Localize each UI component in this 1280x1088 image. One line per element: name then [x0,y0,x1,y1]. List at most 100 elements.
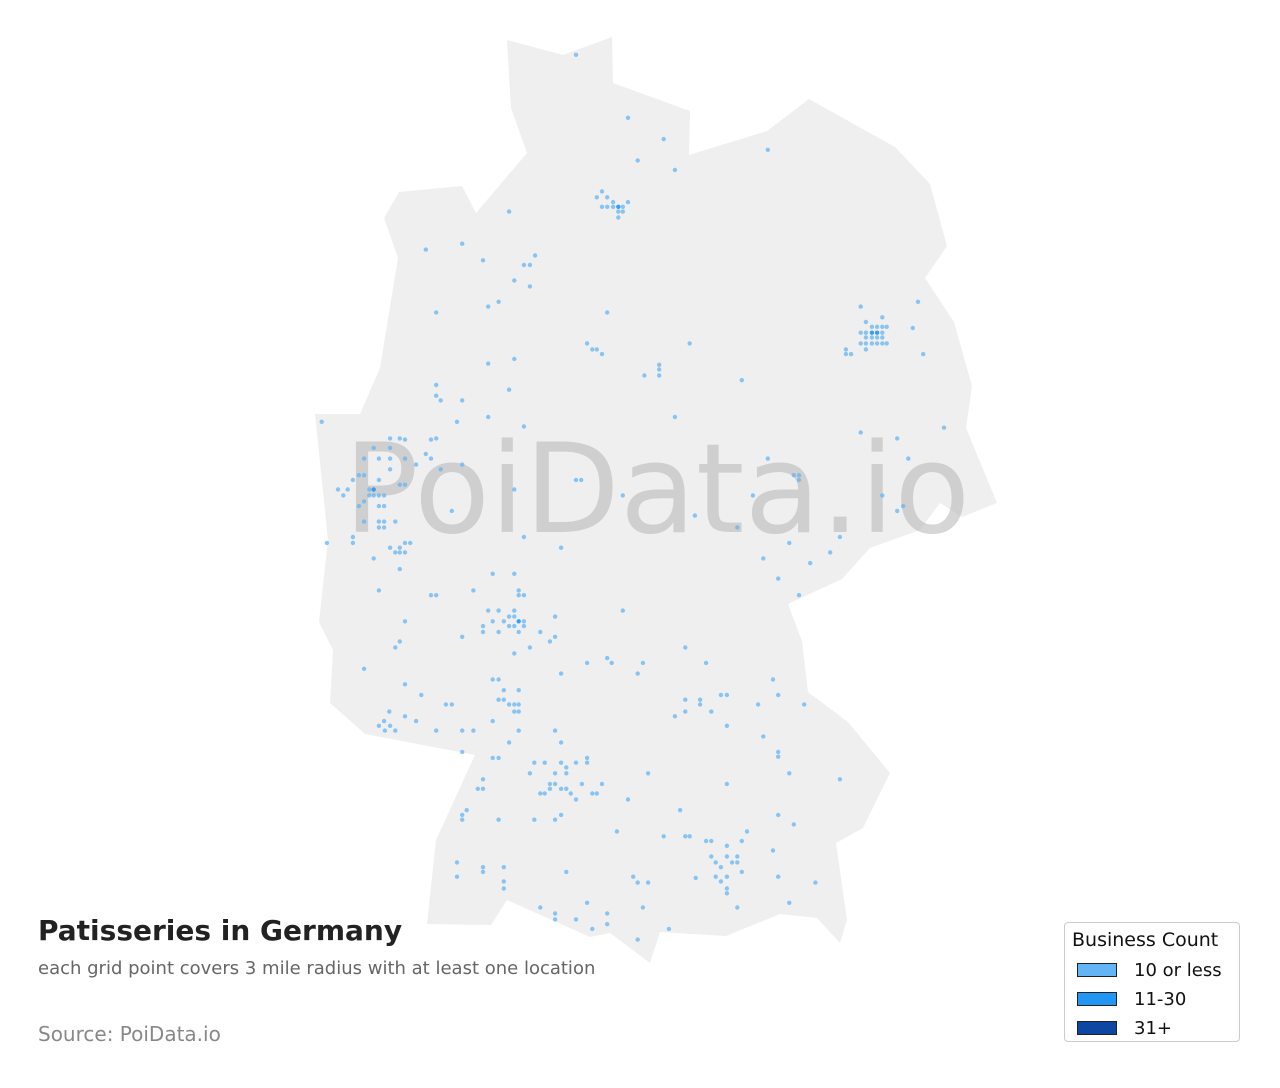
location-point [480,865,486,870]
location-point [443,702,449,707]
location-point [532,253,538,258]
location-point [512,571,517,576]
location-point [584,660,590,666]
location-point [381,493,387,498]
location-point [874,335,880,340]
location-point [735,525,740,530]
location-point [672,714,678,719]
location-point [869,330,875,335]
watermark: PoiData.io [344,418,970,562]
location-point [761,556,766,561]
location-point [480,258,486,263]
location-point [496,755,501,761]
legend-item-mid: 11-30 [1077,989,1186,1010]
location-point [434,436,439,441]
location-point [599,781,605,787]
location-point [657,373,662,378]
location-point [915,299,921,304]
location-point [361,666,367,671]
location-point [796,477,802,483]
location-point [713,860,718,865]
location-point [880,341,885,346]
points-layer [319,52,947,942]
location-point [787,900,792,905]
location-point [480,777,486,782]
location-point [449,508,454,514]
location-point [739,869,744,875]
legend-item-low: 10 or less [1077,960,1222,981]
location-point [568,791,573,796]
location-point [376,493,382,498]
location-point [848,351,854,357]
location-point [635,158,640,163]
location-point [413,718,419,724]
location-point [709,838,714,844]
location-point [381,718,387,724]
location-point [724,874,730,879]
location-point [460,634,465,639]
location-point [490,619,495,624]
location-point [616,209,621,214]
location-point [428,456,434,461]
location-point [605,655,610,661]
location-point [724,692,730,698]
location-point [490,755,495,761]
location-point [506,209,512,214]
location-point [350,534,356,540]
location-point [361,519,367,524]
location-point [480,786,486,791]
location-point [371,493,376,498]
location-point [609,660,614,666]
location-point [880,324,885,329]
location-point [387,467,393,472]
location-point [381,519,387,524]
location-point [863,341,869,346]
location-point [770,677,776,682]
location-point [376,503,382,509]
location-point [552,728,558,733]
location-point [776,812,781,818]
location-point [501,688,506,693]
location-point [434,382,439,388]
legend-swatch [1077,992,1117,1006]
location-point [434,393,439,398]
location-point [808,560,813,566]
location-point [858,304,863,309]
location-point [512,608,517,613]
location-point [900,503,906,509]
location-point [620,209,625,214]
location-point [516,629,521,635]
location-point [564,771,569,776]
location-point [423,451,428,457]
location-point [620,608,625,613]
location-point [532,760,537,765]
location-point [709,854,714,859]
location-point [709,709,714,714]
location-point [776,576,781,581]
location-point [765,147,770,152]
location-point [350,477,356,483]
map-title: Patisseries in Germany [38,914,403,947]
location-point [880,315,885,320]
location-point [761,734,766,739]
location-point [490,718,495,724]
location-point [438,467,443,472]
location-point [521,619,527,624]
location-point [837,777,843,782]
location-point [376,456,382,461]
location-point [506,387,512,392]
location-point [863,319,869,325]
location-point [397,482,402,487]
location-point [506,614,512,619]
location-point [564,786,569,791]
location-point [884,324,889,329]
location-point [475,786,480,791]
location-point [683,709,688,714]
location-point [402,456,408,461]
location-point [512,702,517,707]
location-point [387,545,393,550]
location-point [527,771,533,776]
location-point [501,865,506,870]
location-point [486,414,491,420]
location-point [547,786,553,791]
